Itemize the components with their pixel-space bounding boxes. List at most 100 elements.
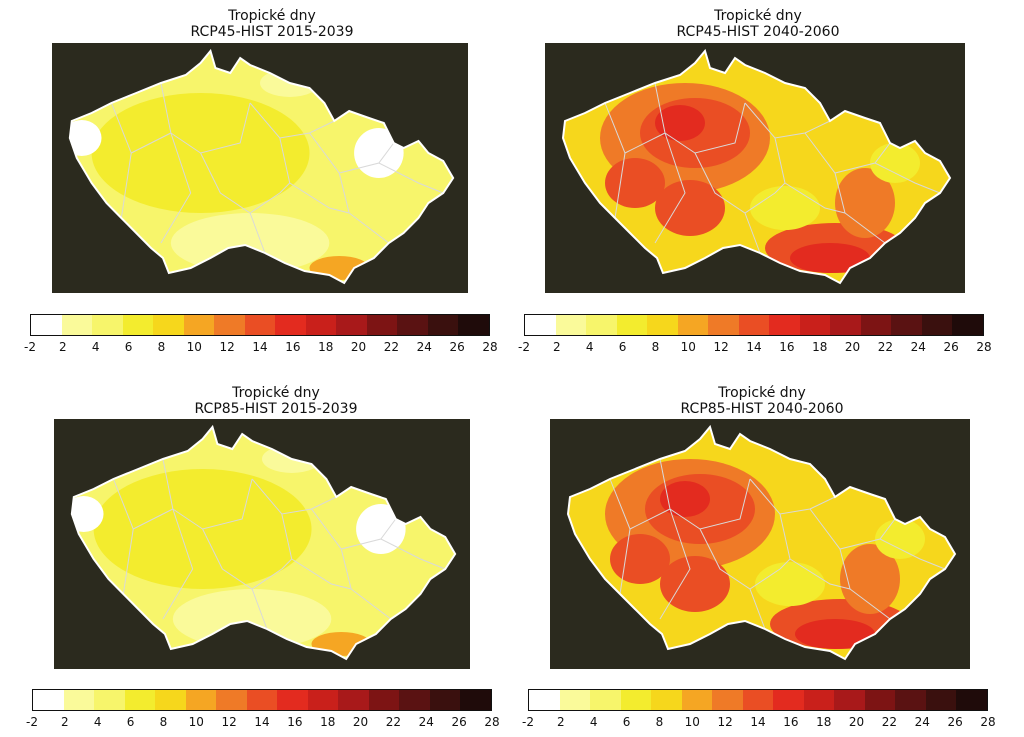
colorbar-tick-label: 22 (383, 340, 400, 354)
colorbar-tick-label: 26 (451, 715, 467, 729)
colorbar-tick-label: 18 (812, 340, 828, 354)
region-boundary (160, 132, 192, 244)
colorbar-swatch (31, 315, 62, 335)
map-czech-republic (54, 419, 470, 669)
colorbar-tick-label: 20 (350, 340, 367, 354)
colorbar-tick-labels: -2 2 4 6 8 10 12 14 16 18 20 22 24 26 28 (24, 340, 498, 354)
colorbar-swatch (458, 315, 489, 335)
colorbar-swatch (305, 315, 337, 335)
colorbar-tick-label: 10 (188, 715, 204, 729)
colorbar-tick-label: 4 (91, 340, 100, 354)
contour-region (750, 186, 820, 230)
region-boundary (789, 558, 851, 590)
colorbar-tick-label: -2 (518, 340, 530, 354)
region-boundary (200, 152, 281, 214)
colorbar-swatch (712, 690, 743, 710)
country-border (561, 48, 952, 285)
colorbar-tick-label: 16 (779, 340, 795, 354)
title-line2: RCP45-HIST 2040-2060 (676, 24, 840, 40)
region-boundary (378, 162, 444, 194)
colorbar-swatch (183, 315, 215, 335)
region-boundary (699, 528, 781, 590)
colorbar-tick-label: 2 (61, 715, 69, 729)
country-border (566, 424, 957, 661)
colorbar-swatch (92, 315, 123, 335)
region-boundary (659, 508, 691, 620)
colorbar-tick-label: 22 (385, 715, 402, 729)
contour-region (660, 556, 730, 612)
colorbar-swatch (830, 315, 861, 335)
colorbar-tick-label: 18 (816, 715, 832, 729)
colorbar-swatch (799, 315, 831, 335)
colorbar-tick-label: 8 (157, 340, 166, 354)
colorbar-tick-label: 2 (553, 340, 561, 354)
colorbar-tick-label: 8 (159, 715, 168, 729)
colorbar-tick-label: 12 (221, 715, 237, 729)
colorbar-tick-label: 24 (914, 715, 930, 729)
contour-region (840, 544, 900, 614)
colorbar-tick-label: 24 (418, 715, 434, 729)
colorbar-swatch (246, 690, 278, 710)
colorbar-swatch (368, 690, 400, 710)
colorbar-tick-label: 8 (651, 340, 660, 354)
region-boundary (122, 528, 134, 595)
colorbar-tick-label: 20 (848, 715, 865, 729)
colorbar-tick-label: 2 (59, 340, 67, 354)
region-boundary (654, 132, 686, 244)
colorbar-tick-label: 22 (881, 715, 898, 729)
colorbar-swatch (61, 315, 93, 335)
colorbar-tick-label: 22 (877, 340, 894, 354)
colorbar-tick-label: 14 (750, 715, 766, 729)
colorbar (30, 314, 490, 336)
colorbar-tick-label: 28 (482, 340, 498, 354)
colorbar-swatch (864, 690, 896, 710)
colorbar-tick-label: 6 (622, 715, 631, 729)
title-line2: RCP85-HIST 2040-2060 (680, 401, 844, 417)
colorbar-swatch (124, 690, 156, 710)
region-boundary (291, 558, 352, 590)
region-boundary (619, 528, 631, 595)
colorbar-swatch (738, 315, 770, 335)
region-boundary (380, 538, 446, 570)
title-line1: Tropické dny (232, 385, 320, 401)
region-boundary (879, 538, 946, 570)
colorbar-swatch (153, 315, 184, 335)
colorbar-tick-label: 24 (910, 340, 926, 354)
colorbar-tick-label: 6 (124, 340, 133, 354)
colorbar-swatch (277, 690, 308, 710)
colorbar-swatch (397, 315, 428, 335)
colorbar-tick-label: -2 (24, 340, 36, 354)
colorbar-tick-label: 20 (844, 340, 861, 354)
region-boundary (249, 102, 335, 139)
colorbar-swatch (555, 315, 587, 335)
region-boundary (749, 588, 766, 630)
colorbar-swatch (155, 690, 186, 710)
colorbar-swatch (921, 315, 953, 335)
region-boundary (874, 162, 941, 194)
colorbar-swatch (952, 315, 983, 335)
map-czech-republic (52, 43, 468, 293)
contour-region (356, 504, 406, 554)
colorbar-tick-label: 12 (717, 715, 733, 729)
region-boundary (809, 508, 896, 550)
colorbar-tick-label: 20 (352, 715, 369, 729)
colorbar-swatch (122, 315, 154, 335)
region-boundary (614, 152, 626, 219)
colorbar-swatch (586, 315, 617, 335)
region-boundary (804, 132, 891, 174)
colorbar-tick-label: 14 (254, 715, 270, 729)
colorbar-tick-label: 6 (126, 715, 135, 729)
contour-region (660, 481, 710, 517)
colorbar-tick-label: 8 (655, 715, 664, 729)
colorbar-swatch (956, 690, 987, 710)
colorbar-tick-label: 16 (783, 715, 799, 729)
colorbar-tick-label: 10 (680, 340, 696, 354)
colorbar-swatch (773, 690, 804, 710)
colorbar-swatch (214, 315, 245, 335)
colorbar-tick-label: 12 (219, 340, 235, 354)
colorbar-swatch (94, 690, 125, 710)
colorbar (528, 689, 988, 711)
panel-title: Tropické dny RCP45-HIST 2040-2060 (548, 8, 968, 40)
colorbar-swatch (275, 315, 306, 335)
region-boundary (784, 182, 846, 214)
